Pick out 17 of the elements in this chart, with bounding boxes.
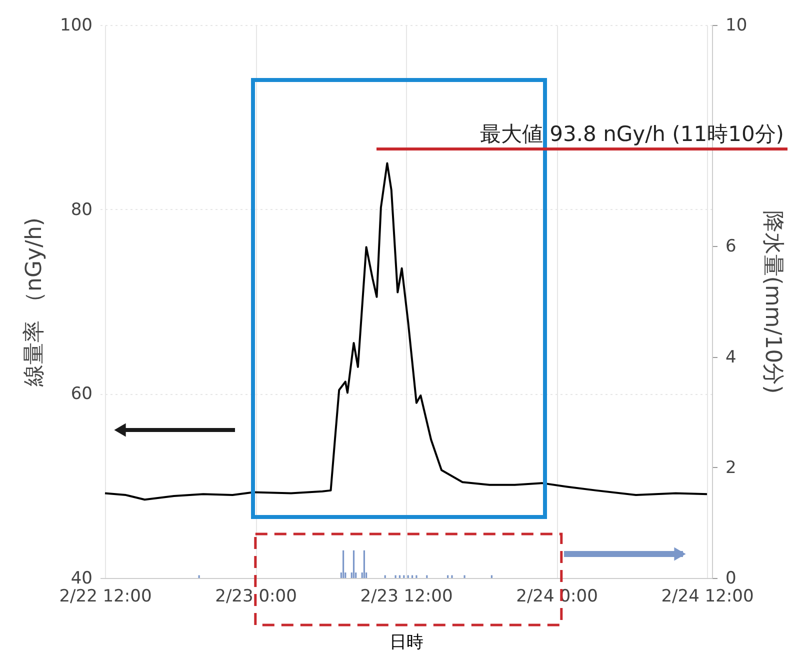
- y-tick-label: 100: [60, 16, 92, 36]
- x-tick-label: 2/24 12:00: [661, 586, 754, 606]
- y2-axis-title: 降水量(mm/10分): [760, 210, 786, 394]
- y2-tick-label: 4: [726, 347, 736, 368]
- y-tick-label: 60: [70, 384, 92, 404]
- y-tick-label: 40: [70, 568, 92, 588]
- x-tick-label: 2/23 12:00: [360, 586, 453, 606]
- y2-tick-label: 0: [726, 568, 736, 588]
- x-tick-label: 2/22 12:00: [59, 586, 152, 606]
- annotation: 最大値 93.8 nGy/h (11時10分): [480, 122, 784, 146]
- y2-tick-label: 10: [726, 16, 748, 36]
- y2-tick-label: 6: [726, 236, 736, 257]
- y-tick-label: 80: [70, 200, 92, 220]
- x-axis-title: 日時: [390, 632, 424, 651]
- x-tick-label: 2/23 0:00: [215, 586, 297, 606]
- y2-tick-label: 2: [726, 458, 736, 478]
- y-axis-title: 線量率 （nGy/h): [22, 218, 48, 388]
